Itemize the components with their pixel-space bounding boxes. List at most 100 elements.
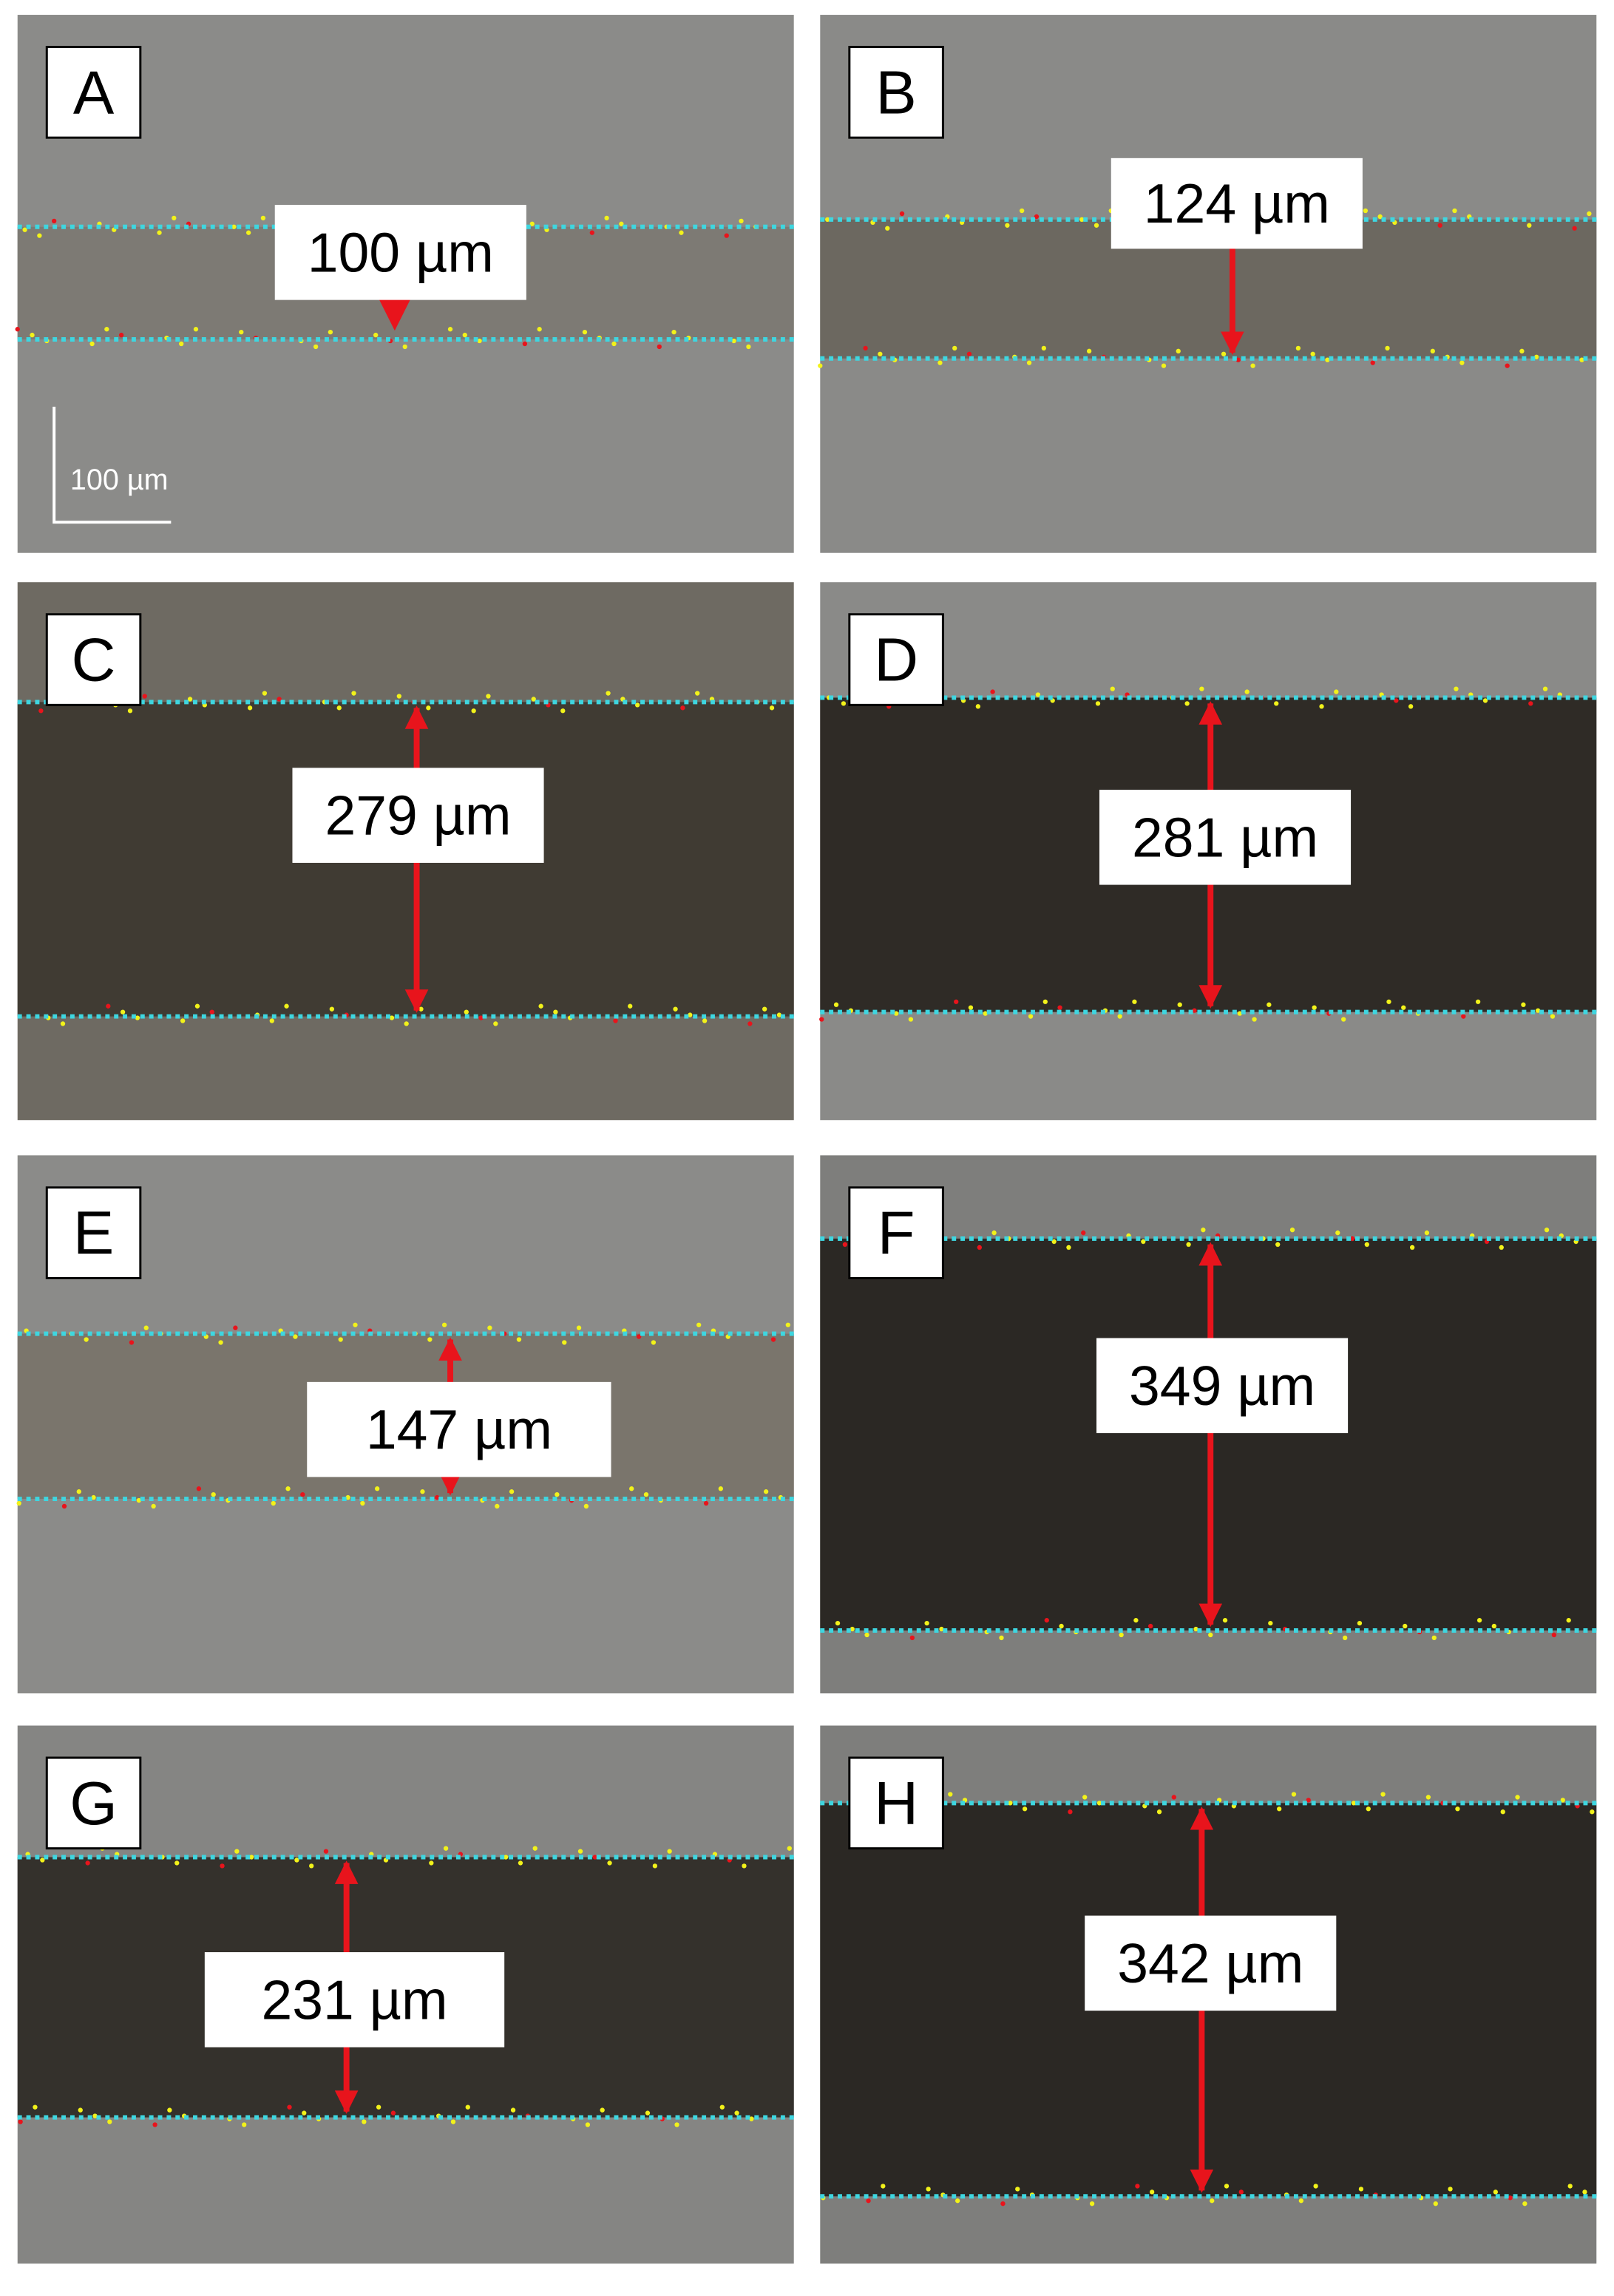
edge-point: [537, 327, 542, 332]
edge-point: [583, 1503, 589, 1509]
edge-point: [688, 1012, 693, 1017]
edge-point: [1461, 1014, 1466, 1019]
edge-point: [194, 1003, 200, 1009]
edge-point: [1161, 363, 1167, 368]
edge-point: [85, 1860, 90, 1866]
edge-point: [1275, 1242, 1281, 1247]
edge-point: [776, 1012, 782, 1017]
edge-point: [651, 1340, 657, 1345]
edge-point: [465, 2104, 470, 2110]
edge-point: [248, 1855, 254, 1860]
panel-letter-box: [45, 1756, 142, 1850]
edge-point: [247, 705, 253, 711]
edge-point: [91, 1494, 96, 1500]
edge-point: [1005, 223, 1010, 228]
edge-point: [1034, 214, 1040, 220]
measurement-label: 349 µm: [1129, 1355, 1315, 1417]
edge-point: [1536, 1008, 1541, 1013]
edge-point: [576, 1325, 582, 1330]
edge-point: [179, 341, 184, 347]
edge-point: [518, 1860, 523, 1866]
edge-point: [833, 1002, 839, 1007]
edge-point: [1026, 360, 1032, 365]
edge-point: [731, 338, 736, 344]
edge-point: [1244, 689, 1250, 694]
measurement-label: 342 µm: [1117, 1932, 1303, 1994]
panel: 124 µm B: [818, 15, 1597, 553]
edge-point: [242, 2122, 247, 2127]
edge-point: [390, 2110, 396, 2116]
measurement-label: 231 µm: [261, 1968, 447, 2031]
edge-point: [908, 1017, 914, 1022]
edge-point: [1089, 2201, 1095, 2207]
edge-point: [1051, 1239, 1057, 1244]
edge-point: [680, 705, 685, 711]
edge-point: [287, 2104, 292, 2110]
edge-point: [1210, 2198, 1215, 2204]
edge-point: [522, 341, 528, 347]
edge-point: [353, 1322, 358, 1327]
edge-point: [1363, 208, 1369, 214]
edge-point: [825, 217, 830, 223]
edge-point: [1082, 1795, 1088, 1800]
edge-point: [1289, 1227, 1295, 1233]
edge-point: [968, 1005, 974, 1010]
edge-point: [866, 2198, 871, 2204]
edge-point: [1252, 1017, 1257, 1022]
edge-point: [373, 332, 379, 338]
edge-point: [1298, 2198, 1304, 2204]
edge-point: [245, 230, 251, 235]
edge-point: [285, 1486, 291, 1491]
edge-point: [1551, 1632, 1557, 1638]
edge-point: [269, 1018, 274, 1023]
edge-point: [864, 1632, 869, 1638]
edge-point: [747, 1021, 753, 1026]
edge-point: [300, 1491, 305, 1497]
edge-point: [1437, 223, 1442, 228]
measurement-label: 147 µm: [366, 1398, 552, 1460]
edge-point: [38, 708, 44, 714]
edge-point: [1403, 1623, 1408, 1629]
edge-point: [613, 1018, 618, 1023]
edge-point: [1081, 1230, 1086, 1236]
edge-point: [1295, 345, 1301, 351]
edge-point: [909, 1635, 915, 1641]
edge-point: [477, 338, 482, 344]
edge-point: [652, 1863, 658, 1869]
edge-point: [1394, 698, 1399, 703]
edge-point: [742, 1863, 747, 1869]
edge-point: [1042, 999, 1048, 1004]
edge-point: [462, 332, 467, 338]
edge-point: [645, 2110, 651, 2116]
edge-point: [899, 211, 905, 217]
measurement-box: [204, 1952, 505, 2048]
edge-point: [1542, 686, 1548, 691]
edge-point: [1238, 2190, 1244, 2195]
edge-point: [60, 1021, 66, 1026]
edge-point: [562, 1340, 567, 1345]
edge-point: [1433, 2201, 1438, 2207]
edge-point: [40, 1858, 45, 1863]
edge-point: [1250, 363, 1255, 368]
edge-point: [724, 233, 729, 238]
edge-point: [487, 1325, 492, 1330]
edge-point: [1508, 2195, 1513, 2201]
edge-point: [1193, 1626, 1198, 1632]
edge-point: [600, 2107, 605, 2113]
edge-point: [607, 1860, 612, 1866]
edge-point: [702, 1018, 708, 1023]
edge-point: [486, 694, 491, 699]
edge-point: [1386, 999, 1391, 1004]
edge-point: [1110, 686, 1115, 691]
edge-point: [30, 332, 35, 338]
edge-point: [516, 1337, 522, 1342]
edge-point: [435, 1494, 440, 1500]
edge-point: [1086, 348, 1092, 354]
panel: 342 µm H: [820, 1725, 1597, 2264]
edge-point: [104, 327, 109, 332]
edge-point: [271, 1500, 276, 1506]
edge-point: [1519, 348, 1525, 354]
edge-point: [1171, 1795, 1176, 1800]
edge-point: [120, 1009, 126, 1015]
edge-point: [1566, 1618, 1571, 1623]
